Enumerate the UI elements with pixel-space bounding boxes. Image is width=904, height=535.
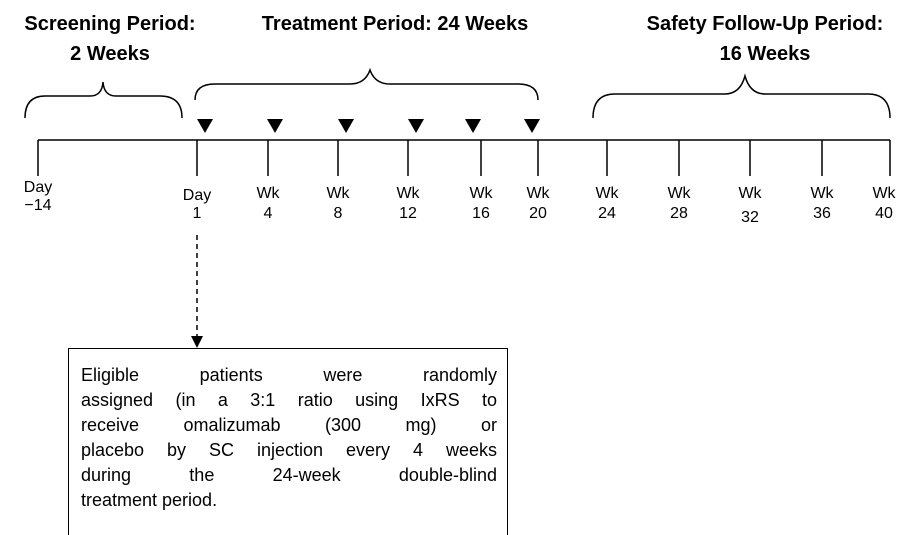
- dose-marker: [465, 119, 481, 133]
- timepoint-label: Day: [183, 187, 211, 204]
- timepoint-label: Wk: [396, 185, 420, 202]
- timepoint-label: Wk: [526, 185, 550, 202]
- period-title: 2 Weeks: [70, 43, 150, 65]
- period-title: Safety Follow-Up Period:: [647, 13, 884, 35]
- arrow-head: [191, 336, 203, 348]
- timepoint-label: 1: [193, 205, 202, 222]
- brace: [194, 67, 539, 101]
- note-line: treatment period.: [81, 490, 218, 510]
- timepoint-label: Wk: [738, 185, 762, 202]
- dose-marker: [197, 119, 213, 133]
- note-line: receive omalizumab (300 mg) or: [81, 415, 497, 435]
- timepoint-label: Day: [24, 179, 52, 196]
- dose-marker: [338, 119, 354, 133]
- timepoint-label: 28: [670, 205, 688, 222]
- note-box: Eligible patients were randomly assigned …: [68, 348, 508, 535]
- dose-markers: [197, 119, 540, 133]
- timepoint-label: 40: [875, 205, 893, 222]
- timepoint-label: Wk: [469, 185, 493, 202]
- timepoint-label: Wk: [256, 185, 280, 202]
- timepoint-label: Wk: [326, 185, 350, 202]
- timepoint-label: 24: [598, 205, 616, 222]
- timepoint-label: Wk: [667, 185, 691, 202]
- timepoint-label: −14: [24, 197, 51, 214]
- braces: [24, 67, 891, 119]
- note-line: during the 24-week double-blind: [81, 465, 497, 485]
- dose-marker: [267, 119, 283, 133]
- period-title: Treatment Period: 24 Weeks: [262, 13, 528, 35]
- brace: [592, 73, 891, 119]
- timepoint-label: Wk: [595, 185, 619, 202]
- timepoint-label: 20: [529, 205, 547, 222]
- dose-marker: [524, 119, 540, 133]
- timepoint-label: 4: [264, 205, 273, 222]
- dose-marker: [408, 119, 424, 133]
- note-line: placebo by SC injection every 4 weeks: [81, 440, 497, 460]
- timepoint-label: 36: [813, 205, 831, 222]
- timepoint-label: 16: [472, 205, 490, 222]
- timepoint-label: 8: [334, 205, 343, 222]
- note-line: Eligible patients were randomly: [81, 365, 497, 385]
- timepoint-label: Wk: [872, 185, 896, 202]
- timepoint-label: Wk: [810, 185, 834, 202]
- brace: [24, 81, 183, 119]
- timepoint-label: 32: [741, 209, 759, 226]
- period-title: 16 Weeks: [720, 43, 811, 65]
- period-title: Screening Period:: [24, 13, 195, 35]
- timepoint-label: 12: [399, 205, 417, 222]
- note-line: assigned (in a 3:1 ratio using IxRS to: [81, 390, 497, 410]
